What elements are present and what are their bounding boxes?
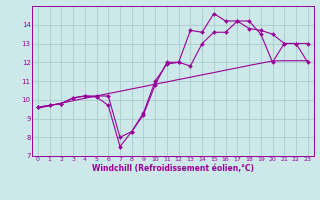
X-axis label: Windchill (Refroidissement éolien,°C): Windchill (Refroidissement éolien,°C) [92, 164, 254, 173]
